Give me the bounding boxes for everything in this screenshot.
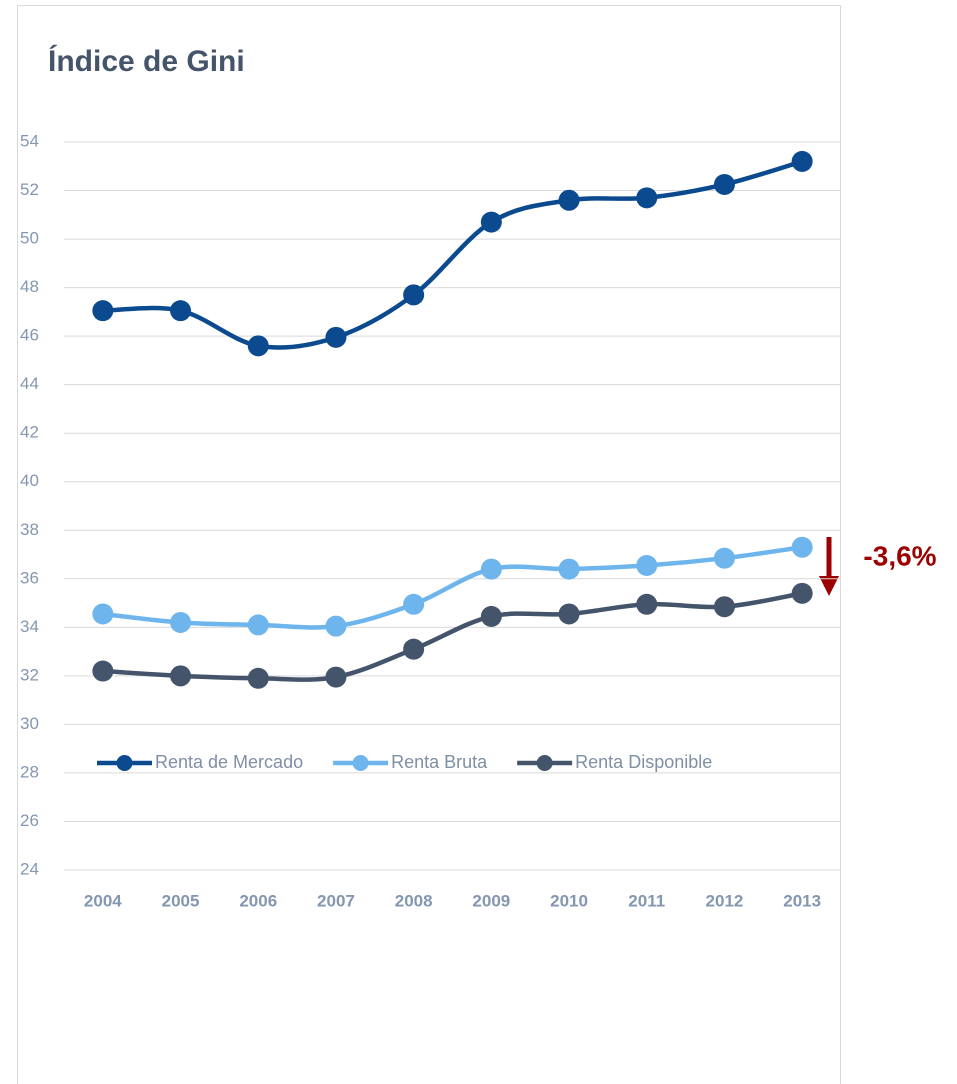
- line: [102, 159, 803, 350]
- marker: [558, 189, 580, 211]
- line: [102, 545, 803, 630]
- marker: [791, 582, 813, 604]
- marker: [636, 593, 658, 615]
- marker: [170, 611, 192, 633]
- x-tick-label: 2006: [239, 891, 277, 910]
- y-tick-label: 36: [20, 568, 39, 587]
- marker: [325, 326, 347, 348]
- marker: [92, 300, 114, 322]
- x-tick-label: 2012: [706, 891, 744, 910]
- legend-marker: [536, 755, 553, 771]
- y-tick-label: 26: [20, 811, 39, 830]
- marker: [791, 536, 813, 558]
- annotation-arrowhead: [819, 576, 839, 596]
- x-tick-label: 2007: [317, 891, 355, 910]
- y-tick-label: 30: [20, 714, 39, 733]
- y-tick-label: 42: [20, 423, 39, 442]
- marker: [170, 300, 192, 322]
- marker: [403, 638, 425, 660]
- chart-title: Índice de Gini: [48, 44, 245, 78]
- legend-label: Renta Bruta: [391, 752, 488, 772]
- marker: [325, 615, 347, 637]
- marker: [403, 593, 425, 615]
- y-tick-label: 40: [20, 471, 39, 490]
- y-tick-label: 38: [20, 520, 39, 539]
- legend-label: Renta Disponible: [575, 752, 712, 772]
- marker: [92, 660, 114, 682]
- marker: [480, 605, 502, 627]
- marker: [170, 665, 192, 687]
- y-tick-label: 46: [20, 326, 39, 345]
- y-tick-label: 48: [20, 277, 39, 296]
- marker: [713, 547, 735, 569]
- marker: [92, 603, 114, 625]
- x-tick-label: 2008: [395, 891, 433, 910]
- legend-marker: [352, 755, 369, 771]
- marker: [247, 667, 269, 689]
- marker: [480, 558, 502, 580]
- y-tick-label: 52: [20, 180, 39, 199]
- marker: [247, 335, 269, 357]
- y-tick-label: 24: [20, 859, 39, 878]
- marker: [713, 596, 735, 618]
- legend-marker: [116, 755, 133, 771]
- legend-label: Renta de Mercado: [155, 752, 303, 772]
- marker: [558, 558, 580, 580]
- marker: [403, 284, 425, 306]
- marker: [558, 603, 580, 625]
- marker: [636, 187, 658, 209]
- x-tick-label: 2009: [472, 891, 510, 910]
- x-tick-label: 2011: [628, 891, 665, 910]
- x-tick-label: 2013: [783, 891, 821, 910]
- annotation: -3,6%: [863, 540, 936, 571]
- y-tick-label: 50: [20, 229, 39, 248]
- line: [102, 591, 803, 682]
- y-tick-label: 44: [20, 374, 39, 393]
- y-tick-label: 54: [20, 131, 39, 150]
- marker: [636, 554, 658, 576]
- x-tick-label: 2004: [84, 891, 122, 910]
- marker: [325, 666, 347, 688]
- marker: [480, 211, 502, 233]
- x-tick-label: 2005: [162, 891, 200, 910]
- y-tick-label: 32: [20, 665, 39, 684]
- y-tick-label: 34: [20, 617, 39, 636]
- x-tick-label: 2010: [550, 891, 588, 910]
- y-tick-label: 28: [20, 762, 39, 781]
- marker: [713, 173, 735, 195]
- marker: [247, 614, 269, 636]
- chart-border: [17, 5, 841, 1084]
- marker: [791, 150, 813, 172]
